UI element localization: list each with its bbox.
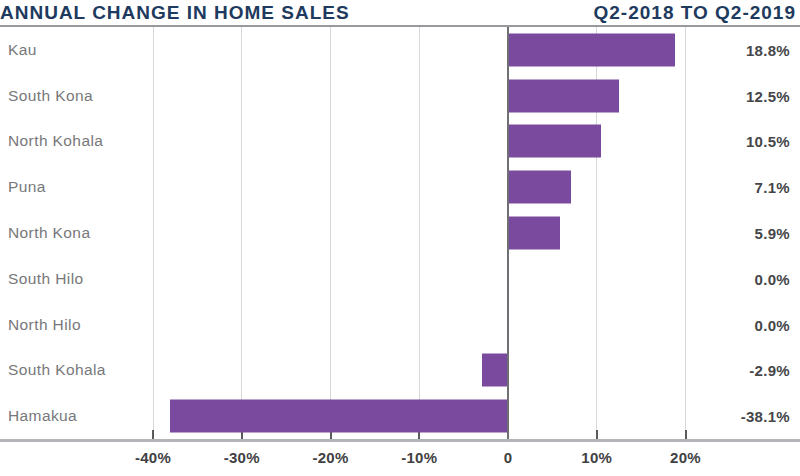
value-label: 0.0% xyxy=(755,270,790,287)
x-tick-label: 20% xyxy=(670,449,701,466)
category-label: North Kona xyxy=(8,224,90,242)
x-axis-labels: -40% -30% -20% -10% 0 10% 20% xyxy=(0,442,800,476)
category-label: South Kohala xyxy=(8,361,106,379)
chart-row: North Hilo 0.0% xyxy=(0,302,800,348)
home-sales-bar-chart: ANNUAL CHANGE IN HOME SALES Q2-2018 TO Q… xyxy=(0,0,800,476)
category-label: North Hilo xyxy=(8,316,81,334)
chart-row: North Kona 5.9% xyxy=(0,210,800,256)
chart-row: North Kohala 10.5% xyxy=(0,119,800,165)
x-tick-label: -40% xyxy=(135,449,171,466)
plot-area: Kau 18.8% South Kona 12.5% North Kohala 10.5%… xyxy=(0,27,800,439)
category-label: South Kona xyxy=(8,87,93,105)
chart-row: Puna 7.1% xyxy=(0,164,800,210)
chart-row: South Kona 12.5% xyxy=(0,73,800,119)
category-label: Hamakua xyxy=(8,407,77,425)
x-tick-label: -20% xyxy=(312,449,348,466)
bar xyxy=(482,354,508,387)
value-label: -38.1% xyxy=(741,408,790,425)
bar xyxy=(508,33,675,66)
category-label: South Hilo xyxy=(8,270,84,288)
value-label: 0.0% xyxy=(755,316,790,333)
chart-row: South Kohala -2.9% xyxy=(0,347,800,393)
value-label: 7.1% xyxy=(755,179,790,196)
bar xyxy=(508,171,571,204)
chart-period: Q2-2018 TO Q2-2019 xyxy=(594,2,796,24)
zero-baseline xyxy=(507,27,510,439)
x-tick-label: 0 xyxy=(504,449,513,466)
bar-rows: Kau 18.8% South Kona 12.5% North Kohala 10.5%… xyxy=(0,27,800,439)
x-tick-label: -10% xyxy=(401,449,437,466)
bar xyxy=(508,217,560,250)
chart-row: South Hilo 0.0% xyxy=(0,256,800,302)
chart-row: Hamakua -38.1% xyxy=(0,393,800,439)
x-tick-label: 10% xyxy=(581,449,612,466)
chart-title: ANNUAL CHANGE IN HOME SALES xyxy=(0,2,350,24)
bar xyxy=(508,125,601,158)
value-label: 10.5% xyxy=(746,133,790,150)
value-label: 5.9% xyxy=(755,225,790,242)
bar xyxy=(170,400,508,433)
bar xyxy=(508,79,619,112)
value-label: -2.9% xyxy=(749,362,790,379)
chart-row: Kau 18.8% xyxy=(0,27,800,73)
category-label: Kau xyxy=(8,41,37,59)
x-tick-label: -30% xyxy=(224,449,260,466)
value-label: 12.5% xyxy=(746,87,790,104)
category-label: North Kohala xyxy=(8,132,103,150)
chart-header: ANNUAL CHANGE IN HOME SALES Q2-2018 TO Q… xyxy=(0,0,800,25)
value-label: 18.8% xyxy=(746,41,790,58)
category-label: Puna xyxy=(8,178,46,196)
